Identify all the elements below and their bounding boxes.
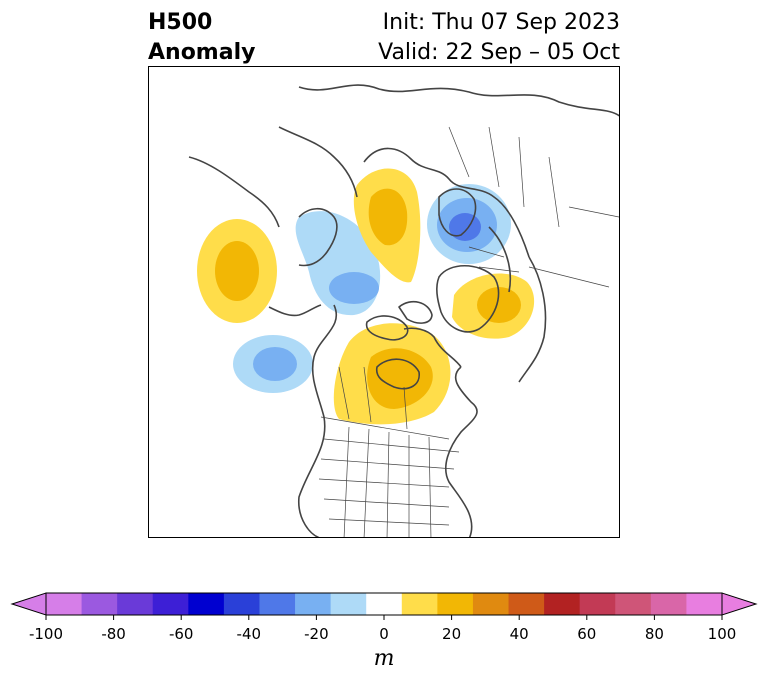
colorbar-tick-label: 60 xyxy=(577,625,597,643)
anomaly-map xyxy=(188,84,619,537)
map-panel xyxy=(148,66,620,538)
colorbar-segment xyxy=(615,593,652,615)
colorbar-tick-label: 20 xyxy=(442,625,462,643)
scandinavia-trough-inner xyxy=(449,213,481,241)
colorbar-segment xyxy=(472,593,510,615)
colorbar-tick-label: 40 xyxy=(509,625,529,643)
colorbar xyxy=(10,592,758,620)
canada-ridge-inner xyxy=(367,348,433,409)
gulf-alaska-trough-inner xyxy=(253,347,297,381)
colorbar-segment xyxy=(188,593,225,615)
colorbar-segment xyxy=(650,593,687,615)
colorbar-segment xyxy=(295,593,332,615)
colorbar-segment xyxy=(259,593,296,615)
valid-range: Valid: 22 Sep – 05 Oct xyxy=(378,40,620,65)
colorbar-extend-min xyxy=(10,592,47,616)
colorbar-tick-label: -40 xyxy=(236,625,262,643)
colorbar-segment xyxy=(81,593,118,615)
colorbar-segment xyxy=(223,593,260,615)
colorbar-tick-label: -60 xyxy=(168,625,194,643)
colorbar-tick-label: 100 xyxy=(707,625,737,643)
colorbar-tick-label: -80 xyxy=(101,625,126,643)
map-dates: Init: Thu 07 Sep 2023 Valid: 22 Sep – 05… xyxy=(378,8,620,68)
colorbar-segment xyxy=(508,593,545,615)
colorbar-segment xyxy=(686,593,723,615)
colorbar-segment xyxy=(544,593,581,615)
colorbar-tick-label: 80 xyxy=(644,625,664,643)
colorbar-segment xyxy=(117,593,154,615)
alaska-trough-inner xyxy=(329,272,379,304)
title-variable: H500 xyxy=(148,10,213,35)
colorbar-ticks xyxy=(45,615,723,620)
colorbar-segment xyxy=(46,593,83,615)
colorbar-unit: m xyxy=(373,646,395,671)
init-date: Init: Thu 07 Sep 2023 xyxy=(382,10,620,35)
colorbar-tick-label: -100 xyxy=(28,625,64,643)
coastlines xyxy=(188,84,619,537)
colorbar-segment xyxy=(152,593,189,615)
map-title: H500 Anomaly xyxy=(148,8,255,68)
colorbar-segment xyxy=(401,593,438,615)
colorbar-extend-max xyxy=(721,592,758,616)
colorbar-tick-label: 0 xyxy=(379,625,389,643)
colorbar-segment xyxy=(579,593,616,615)
political-borders xyxy=(318,126,619,537)
greenland-ridge-inner xyxy=(477,287,521,323)
colorbar-segment xyxy=(366,593,403,615)
colorbar-segment xyxy=(330,593,367,615)
title-type: Anomaly xyxy=(148,40,256,65)
colorbar-segments xyxy=(10,592,758,616)
north-pacific-ridge-inner xyxy=(215,241,259,301)
colorbar-segment xyxy=(437,593,474,615)
siberia-ridge-inner xyxy=(368,188,408,246)
colorbar-tick-label: -20 xyxy=(304,625,329,643)
anomaly-fills xyxy=(197,168,535,425)
